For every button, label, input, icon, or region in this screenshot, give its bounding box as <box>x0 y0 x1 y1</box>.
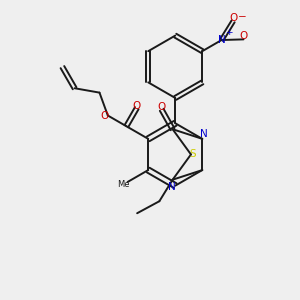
Text: +: + <box>225 28 233 37</box>
Text: N: N <box>200 129 208 140</box>
Text: S: S <box>189 149 196 160</box>
Text: Me: Me <box>117 180 129 189</box>
Text: O: O <box>239 31 248 41</box>
Text: N: N <box>168 182 176 192</box>
Text: −: − <box>238 12 246 22</box>
Text: N: N <box>218 35 226 45</box>
Text: O: O <box>158 102 166 112</box>
Text: O: O <box>101 110 109 121</box>
Text: O: O <box>229 13 237 23</box>
Text: O: O <box>133 101 141 111</box>
